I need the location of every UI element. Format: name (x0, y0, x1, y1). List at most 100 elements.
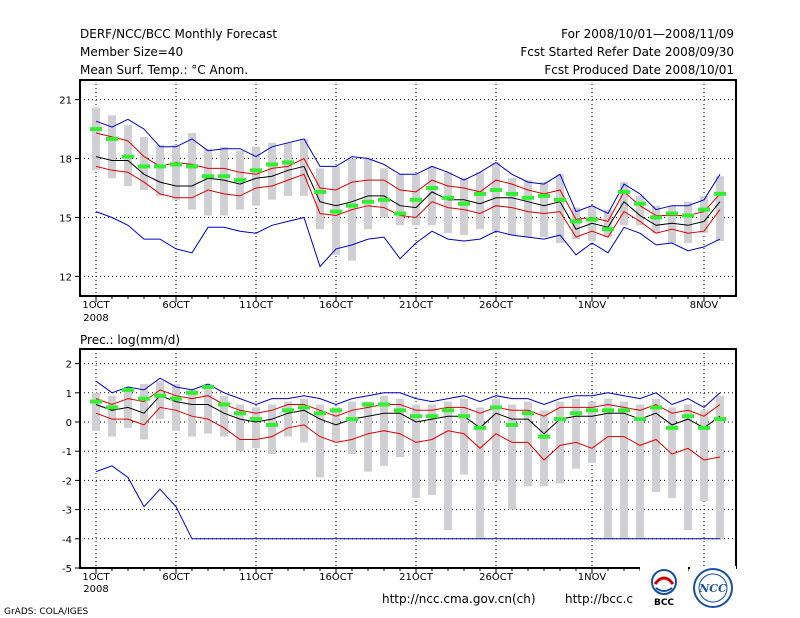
median-marker (106, 136, 118, 141)
ensemble-box (540, 182, 548, 238)
plot-frame (79, 79, 737, 297)
header-member-size: Member Size=40 (80, 45, 183, 59)
median-marker (250, 168, 262, 173)
ensemble-box (204, 384, 212, 434)
x-tick-label: 16OCT (319, 572, 354, 583)
precip-panel-title: Prec.: log(mm/d) (80, 333, 180, 347)
ensemble-box (348, 401, 356, 455)
max-envelope-line (95, 377, 721, 409)
ensemble-box (508, 178, 516, 236)
ensemble-box (700, 410, 708, 501)
median-marker (186, 164, 198, 169)
median-marker (698, 207, 710, 212)
bcc-logo-text: BCC (654, 598, 674, 608)
median-marker (378, 402, 390, 407)
median-marker (298, 405, 310, 410)
median-marker (602, 227, 614, 232)
x-tick-label: 1NOV (578, 572, 607, 583)
ensemble-box (700, 195, 708, 234)
ensemble-box (188, 389, 196, 437)
median-marker (138, 396, 150, 401)
median-marker (666, 425, 678, 430)
median-marker (218, 402, 230, 407)
header-produced-date: Fcst Produced Date 2008/10/01 (544, 63, 734, 77)
ensemble-box (492, 398, 500, 481)
x-tick-year-label: 2008 (83, 313, 108, 324)
ensemble-box (268, 404, 276, 455)
ensemble-box (508, 404, 516, 510)
median-marker (714, 417, 726, 422)
median-marker (458, 201, 470, 206)
y-tick-label: 12 (59, 272, 72, 283)
median-marker (586, 408, 598, 413)
x-tick-label: 6OCT (162, 572, 190, 583)
ensemble-box (268, 142, 276, 200)
ensemble-box (620, 182, 628, 226)
ensemble-box (172, 384, 180, 431)
median-marker (506, 191, 518, 196)
ensemble-box (204, 148, 212, 216)
ensemble-box (92, 107, 100, 171)
ensemble-box (636, 195, 644, 226)
x-tick-year-label: 2008 (83, 584, 108, 595)
x-tick-label: 21OCT (399, 572, 434, 583)
median-marker (714, 191, 726, 196)
median-marker (522, 411, 534, 416)
median-marker (138, 164, 150, 169)
median-marker (218, 174, 230, 179)
ensemble-box (444, 401, 452, 531)
median-marker (618, 189, 630, 194)
median-marker (602, 408, 614, 413)
ensemble-box (492, 162, 500, 232)
ensemble-box (108, 115, 116, 179)
ensemble-box (316, 168, 324, 230)
y-tick-label: -1 (62, 447, 72, 458)
footer-url-ncc[interactable]: http://ncc.cma.gov.cn(ch) (382, 592, 536, 606)
median-marker (554, 417, 566, 422)
ensemble-box (236, 404, 244, 452)
footer-url-bcc[interactable]: http://bcc.c (565, 592, 633, 606)
lower-spread-line (95, 406, 721, 461)
median-marker (330, 408, 342, 413)
median-marker (426, 186, 438, 190)
ensemble-box (300, 398, 308, 443)
median-marker (426, 414, 438, 419)
ensemble-box (428, 166, 436, 226)
median-marker (506, 422, 518, 427)
ensemble-box (556, 174, 564, 243)
median-marker (90, 127, 102, 132)
x-tick-label: 16OCT (319, 300, 354, 311)
y-tick-label: 15 (59, 213, 72, 224)
median-marker (522, 195, 534, 200)
ensemble-box (636, 404, 644, 539)
median-marker (634, 417, 646, 422)
x-tick-label: 11OCT (239, 572, 274, 583)
ncc-logo: NCC (690, 566, 736, 610)
ensemble-box (540, 410, 548, 487)
ensemble-box (476, 172, 484, 230)
ensemble-box (604, 398, 612, 539)
ensemble-box (92, 392, 100, 431)
median-marker (634, 201, 646, 206)
median-marker (458, 414, 470, 419)
median-marker (442, 195, 454, 200)
median-marker (394, 408, 406, 413)
y-tick-label: 21 (59, 96, 72, 107)
ensemble-box (252, 146, 260, 206)
median-marker (490, 405, 502, 410)
ensemble-box (524, 401, 532, 487)
y-tick-label: -3 (62, 506, 72, 517)
x-tick-label: 26OCT (479, 300, 514, 311)
ensemble-box (652, 398, 660, 493)
median-marker (314, 411, 326, 416)
header-variable: Mean Surf. Temp.: °C Anom. (80, 63, 248, 77)
y-tick-label: 2 (66, 360, 72, 371)
y-tick-label: -4 (62, 535, 72, 546)
median-marker (266, 162, 278, 167)
ensemble-box (444, 172, 452, 234)
ensemble-box (620, 401, 628, 539)
ensemble-box (172, 144, 180, 200)
ensemble-box (380, 168, 388, 218)
ensemble-mean-line (95, 395, 721, 435)
